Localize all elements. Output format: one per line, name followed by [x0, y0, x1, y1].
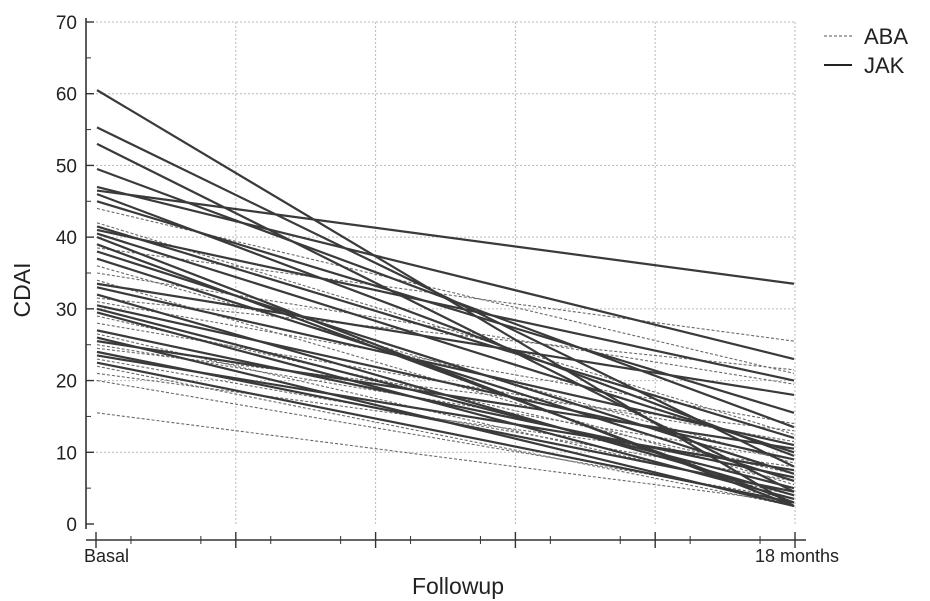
series-line-jak — [96, 193, 795, 457]
series-line-jak — [96, 282, 795, 397]
series-line-aba — [96, 247, 795, 342]
series-line-jak — [96, 361, 795, 504]
series-line-jak — [96, 225, 795, 439]
series-line-jak — [96, 304, 795, 461]
x-ticks: Basal 18 months — [84, 532, 839, 566]
series-line-jak — [96, 228, 795, 382]
series-line-jak — [96, 189, 795, 285]
series-line-jak — [96, 243, 795, 504]
series-line-jak — [96, 257, 795, 483]
series-line-jak — [96, 307, 795, 490]
series-line-jak — [96, 329, 795, 479]
series-line-aba — [96, 344, 795, 460]
series-line-aba — [96, 380, 795, 500]
series-line-aba — [96, 297, 795, 371]
series-line-jak — [96, 250, 795, 475]
series-line-aba — [96, 358, 795, 482]
series-line-aba — [96, 272, 795, 385]
series-line-aba — [96, 347, 795, 432]
series-line-aba — [96, 412, 795, 504]
series-lines — [96, 89, 795, 508]
series-line-jak — [96, 167, 795, 429]
y-tick-label: 30 — [56, 300, 77, 321]
y-tick-label: 20 — [56, 372, 77, 393]
x-tick-label-18-months: 18 months — [755, 546, 839, 566]
y-tick-label: 50 — [56, 156, 77, 177]
axes — [85, 18, 806, 541]
y-tick-label: 10 — [56, 443, 77, 464]
series-line-jak — [96, 286, 795, 447]
legend: ABA JAK — [824, 24, 908, 78]
y-tick-label: 0 — [66, 515, 77, 536]
legend-label-jak: JAK — [864, 53, 905, 78]
x-tick-label-basal: Basal — [84, 546, 129, 566]
series-line-aba — [96, 222, 795, 435]
y-tick-label: 60 — [56, 85, 77, 106]
series-line-aba — [96, 365, 795, 507]
series-line-jak — [96, 340, 795, 450]
y-tick-label: 40 — [56, 228, 77, 249]
x-axis-title: Followup — [412, 573, 504, 599]
y-tick-label: 70 — [56, 13, 77, 34]
y-axis-title: CDAI — [9, 263, 35, 318]
series-line-jak — [96, 200, 795, 414]
y-ticks: 0 10 20 30 40 50 60 70 — [56, 13, 94, 536]
legend-label-aba: ABA — [864, 24, 908, 49]
series-line-aba — [96, 265, 795, 464]
series-line-jak — [96, 354, 795, 472]
series-line-jak — [96, 232, 795, 454]
series-line-jak — [96, 185, 795, 361]
series-line-aba — [96, 301, 795, 425]
series-line-aba — [96, 207, 795, 374]
